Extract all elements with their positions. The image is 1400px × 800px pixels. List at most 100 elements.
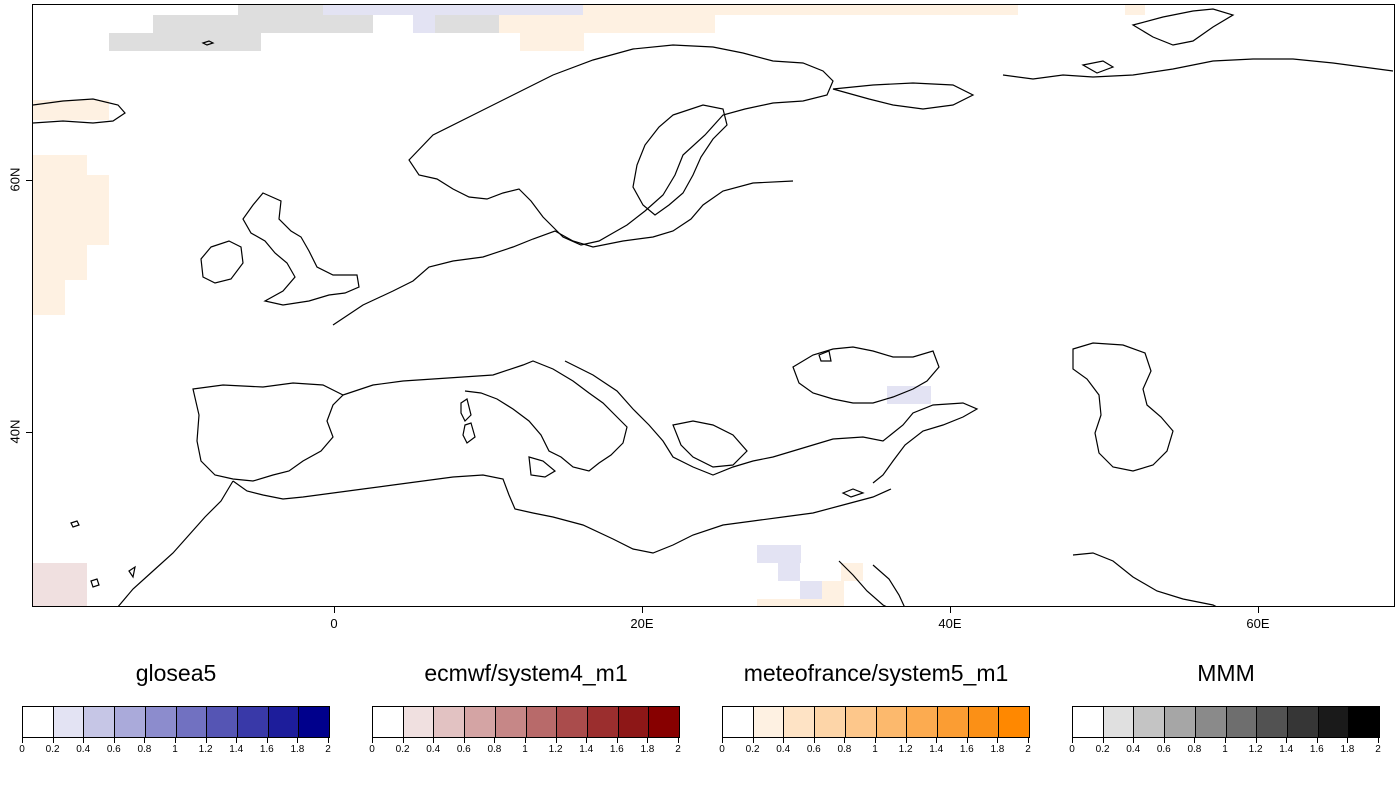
colorbar-tick-mark: [586, 738, 588, 743]
colorbar-ticks: 0 0.2 0.4 0.6 0.8 1 1.2 1.4 1.6 1.8 2: [19, 738, 331, 758]
colorbar-tick-label: 0: [719, 744, 725, 755]
colorbar-tick-mark: [113, 738, 115, 743]
colorbar-tick-mark: [372, 738, 373, 743]
colorbar-cell: [53, 707, 85, 737]
colorbar-cell: [373, 707, 404, 737]
colorbar-cell: [526, 707, 558, 737]
colorbar-cell: [907, 707, 938, 737]
colorbar-tick-label: 0.2: [1095, 744, 1110, 755]
colorbar-tick-mark: [1347, 738, 1349, 743]
colorbar-tick-label: 1.4: [1279, 744, 1294, 755]
colorbar: [372, 706, 680, 738]
colorbar-tick-mark: [1286, 738, 1288, 743]
colorbar-tick-mark: [1378, 738, 1379, 743]
colorbar-tick-label: 1: [1222, 744, 1228, 755]
colorbar-tick-label: 1.6: [1309, 744, 1324, 755]
colorbar: [22, 706, 330, 738]
colorbar-tick-mark: [722, 738, 723, 743]
colorbar-tick-label: 0.2: [45, 744, 60, 755]
colorbar-tick-mark: [1225, 738, 1226, 743]
colorbar-tick-mark: [205, 738, 207, 743]
colorbar-cell: [495, 707, 527, 737]
lon-tick-40e: [950, 607, 951, 613]
colorbar-tick-label: 2: [1375, 744, 1381, 755]
colorbar-cell: [618, 707, 650, 737]
colorbar-cell: [434, 707, 466, 737]
colorbar-cell: [845, 707, 877, 737]
colorbar-tick-mark: [463, 738, 465, 743]
colorbar-tick-label: 0.4: [76, 744, 91, 755]
colorbar-cell: [1195, 707, 1227, 737]
colorbar-tick-label: 0: [369, 744, 375, 755]
colorbar-tick-label: 1.4: [579, 744, 594, 755]
colorbar-tick-mark: [175, 738, 176, 743]
colorbar-tick-label: 0.2: [745, 744, 760, 755]
colorbar-tick-label: 2: [1025, 744, 1031, 755]
lon-tick-60e: [1258, 607, 1259, 613]
colorbar-tick-mark: [1163, 738, 1165, 743]
colorbar-tick-mark: [905, 738, 907, 743]
legend-title: meteofrance/system5_m1: [743, 660, 1009, 686]
colorbar-cell: [1226, 707, 1258, 737]
colorbar-tick-mark: [266, 738, 268, 743]
colorbar-tick-mark: [783, 738, 785, 743]
colorbar-ticks: 0 0.2 0.4 0.6 0.8 1 1.2 1.4 1.6 1.8 2: [369, 738, 681, 758]
colorbar-tick-label: 0.4: [426, 744, 441, 755]
colorbar-cell: [1134, 707, 1166, 737]
colorbar-tick-label: 1.8: [640, 744, 655, 755]
colorbar-ticks: 0 0.2 0.4 0.6 0.8 1 1.2 1.4 1.6 1.8 2: [1069, 738, 1381, 758]
colorbar-tick-mark: [22, 738, 23, 743]
colorbar-tick-mark: [144, 738, 146, 743]
colorbar-cell: [176, 707, 208, 737]
colorbar-tick-mark: [936, 738, 938, 743]
colorbar-tick-label: 1.8: [990, 744, 1005, 755]
colorbar-cell: [145, 707, 177, 737]
colorbar-cell: [23, 707, 54, 737]
colorbar-tick-label: 0: [19, 744, 25, 755]
colorbar-cell: [1287, 707, 1319, 737]
colorbar-tick-label: 1: [172, 744, 178, 755]
legend-title: ecmwf/system4_m1: [424, 660, 628, 686]
colorbar-tick-mark: [1102, 738, 1104, 743]
colorbar-cell: [815, 707, 846, 737]
lat-tick-60n: [26, 180, 32, 181]
colorbar-cell: [268, 707, 300, 737]
map-canvas: [33, 5, 1394, 606]
map-panel: [32, 4, 1395, 607]
colorbar-tick-label: 0.2: [395, 744, 410, 755]
colorbar-tick-mark: [297, 738, 299, 743]
colorbar-cell: [237, 707, 269, 737]
colorbar-tick-mark: [1028, 738, 1029, 743]
colorbar-tick-mark: [433, 738, 435, 743]
legend-title: glosea5: [135, 660, 217, 686]
colorbar-tick-mark: [875, 738, 876, 743]
colorbar-tick-label: 0.4: [776, 744, 791, 755]
lat-tick-40n: [26, 432, 32, 433]
colorbar-cell: [84, 707, 116, 737]
colorbar-tick-mark: [1316, 738, 1318, 743]
anomaly-cells: [33, 5, 1145, 606]
colorbar-tick-mark: [1194, 738, 1196, 743]
colorbar-tick-mark: [525, 738, 526, 743]
colorbar-tick-mark: [752, 738, 754, 743]
lon-tick-20e: [642, 607, 643, 613]
colorbar-tick-mark: [328, 738, 329, 743]
colorbar-cell: [207, 707, 238, 737]
colorbar-cell: [1073, 707, 1104, 737]
colorbar-tick-label: 1.2: [198, 744, 213, 755]
colorbar-tick-mark: [402, 738, 404, 743]
lon-label-60e: 60E: [1246, 616, 1270, 631]
lon-label-20e: 20E: [630, 616, 654, 631]
colorbar-cell: [999, 707, 1030, 737]
colorbar-cell: [1349, 707, 1380, 737]
lon-label-40e: 40E: [938, 616, 962, 631]
colorbar-tick-mark: [236, 738, 238, 743]
colorbar: [1072, 706, 1380, 738]
colorbar-tick-mark: [647, 738, 649, 743]
colorbar-tick-label: 1.6: [259, 744, 274, 755]
lon-tick-0: [334, 607, 335, 613]
lon-label-0: 0: [330, 616, 338, 631]
colorbar-tick-mark: [966, 738, 968, 743]
colorbar-tick-label: 1.8: [1340, 744, 1355, 755]
colorbar-tick-label: 1.6: [609, 744, 624, 755]
